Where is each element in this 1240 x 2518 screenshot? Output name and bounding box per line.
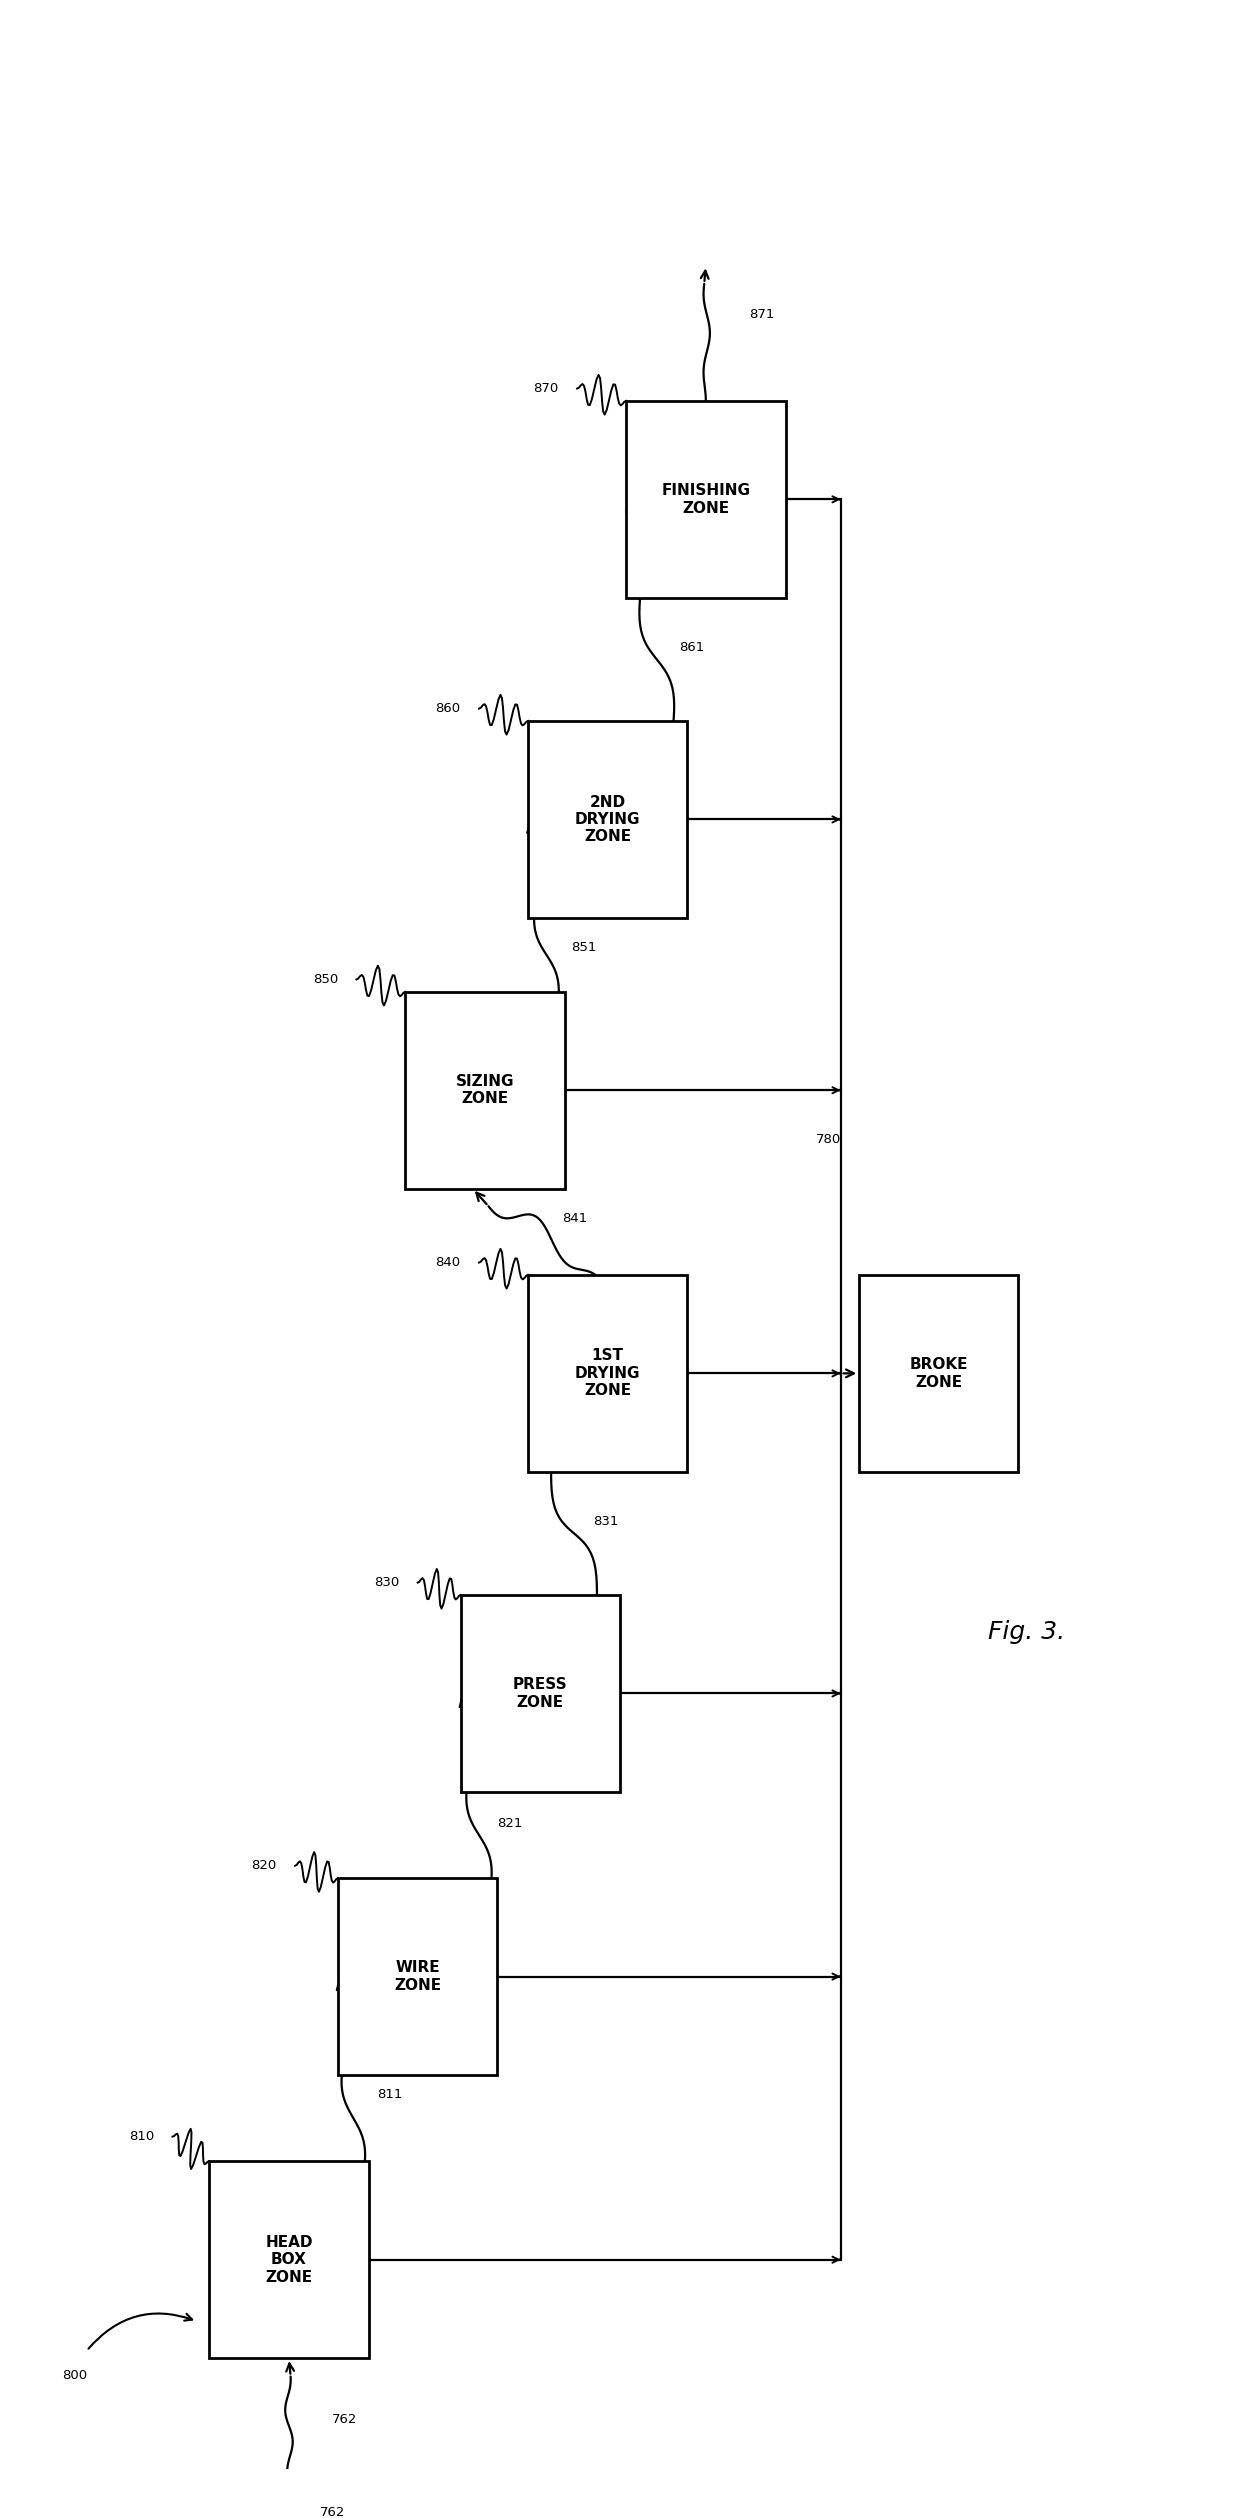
Bar — [859, 1274, 1018, 1473]
Text: 840: 840 — [435, 1256, 460, 1269]
Text: 850: 850 — [312, 972, 339, 987]
Text: 780: 780 — [816, 1133, 841, 1146]
Text: HEAD
BOX
ZONE: HEAD BOX ZONE — [265, 2236, 312, 2284]
Text: FINISHING
ZONE: FINISHING ZONE — [661, 483, 750, 516]
Bar — [210, 2160, 368, 2359]
Text: 870: 870 — [533, 383, 559, 395]
Text: 871: 871 — [749, 307, 774, 322]
Text: 821: 821 — [497, 1818, 523, 1831]
Text: 800: 800 — [62, 2369, 87, 2382]
Text: 831: 831 — [593, 1516, 619, 1528]
Text: 861: 861 — [678, 640, 704, 655]
Text: 851: 851 — [570, 942, 596, 954]
Text: 1ST
DRYING
ZONE: 1ST DRYING ZONE — [575, 1350, 641, 1397]
Text: Fig. 3.: Fig. 3. — [988, 1619, 1065, 1644]
Text: 820: 820 — [252, 1858, 277, 1873]
Text: 762: 762 — [332, 2412, 357, 2427]
Text: SIZING
ZONE: SIZING ZONE — [456, 1075, 515, 1105]
Text: 762: 762 — [320, 2505, 345, 2518]
Text: 830: 830 — [374, 1576, 399, 1589]
Bar — [405, 992, 565, 1188]
Bar — [626, 400, 785, 597]
Text: 860: 860 — [435, 703, 460, 715]
Text: 810: 810 — [129, 2130, 154, 2143]
Bar — [460, 1594, 620, 1793]
Bar — [528, 1274, 687, 1473]
Bar — [528, 720, 687, 919]
Bar — [339, 1878, 497, 2075]
Text: WIRE
ZONE: WIRE ZONE — [394, 1962, 441, 1992]
Text: BROKE
ZONE: BROKE ZONE — [909, 1357, 968, 1390]
Text: 841: 841 — [563, 1211, 588, 1224]
Text: 2ND
DRYING
ZONE: 2ND DRYING ZONE — [575, 796, 641, 844]
Text: 811: 811 — [377, 2087, 403, 2100]
Text: PRESS
ZONE: PRESS ZONE — [513, 1677, 568, 1710]
